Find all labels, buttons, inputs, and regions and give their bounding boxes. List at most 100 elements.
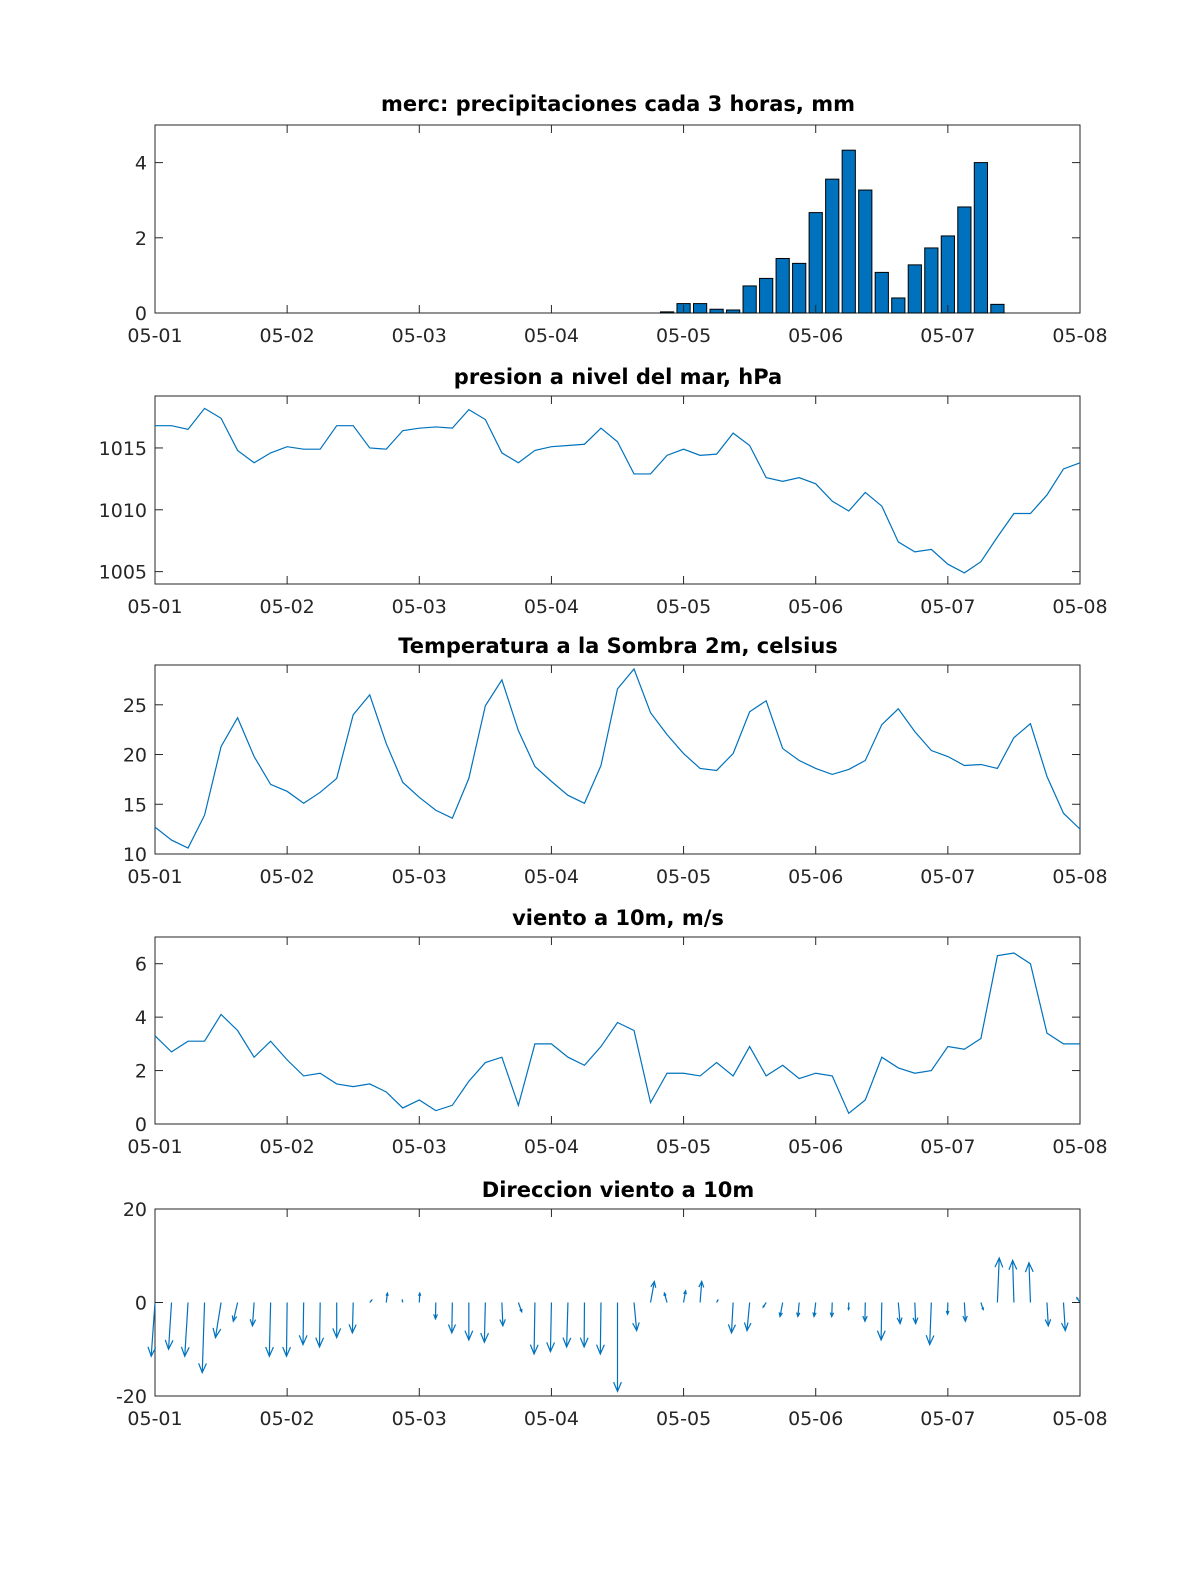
temperature-ticks: 05-01 05-02 05-03 05-04 05-05 05-06 05-07 05-08…: [123, 665, 1108, 888]
precipitation-bar: [858, 189, 873, 314]
temperature-xtick-label: 05-04: [524, 866, 579, 888]
wind-direction-arrow: [180, 1302, 190, 1358]
wind-direction-arrow: [595, 1302, 605, 1356]
wind-direction-arrow: [896, 1302, 903, 1326]
wind-direction-arrow: [517, 1302, 523, 1314]
wind-direction-arrow: [1024, 1261, 1034, 1303]
precipitation-marks: [659, 149, 1005, 314]
wind-direction-arrow: [682, 1289, 687, 1303]
precipitation-bar: [775, 257, 790, 314]
wind-direction-arrow: [480, 1302, 490, 1344]
wind-direction-arrow: [315, 1302, 325, 1349]
precipitation-bar: [825, 178, 840, 314]
pressure-xtick-label: 05-04: [524, 596, 579, 618]
wind-direction-arrow: [529, 1302, 539, 1356]
wind-direction-arrow: [812, 1302, 817, 1319]
precipitation-xtick-label: 05-05: [656, 325, 711, 347]
wind-direction-arrow: [962, 1302, 968, 1323]
wind-speed-xtick-label: 05-05: [656, 1136, 711, 1158]
wind-direction-arrow: [265, 1302, 274, 1358]
pressure-ticks: 05-01 05-02 05-03 05-04 05-05 05-06 05-07 05-08…: [99, 396, 1108, 618]
wind-speed-marks: [154, 952, 1080, 1115]
wind-direction-ticks: 05-01 05-02 05-03 05-04 05-05 05-06 05-07 05-08…: [116, 1199, 1108, 1430]
wind-direction-arrow: [796, 1302, 801, 1319]
precipitation-xtick-label: 05-08: [1052, 325, 1107, 347]
precipitation-bar: [874, 271, 889, 314]
pressure-axes: [154, 395, 1081, 585]
wind-speed-ytick-label: 6: [135, 954, 147, 976]
precipitation-xtick-label: 05-02: [260, 325, 315, 347]
wind-direction-arrow: [164, 1302, 174, 1351]
temperature-line: [154, 667, 1081, 849]
pressure-marks: [155, 407, 1081, 574]
wind-direction-arrow: [418, 1291, 422, 1303]
temperature-xtick-label: 05-08: [1052, 866, 1107, 888]
precipitation-bar: [891, 297, 906, 314]
precipitation-bar: [808, 212, 823, 314]
pressure-ytick-label: 1010: [99, 500, 147, 522]
temperature-axes: [154, 664, 1081, 855]
wind-direction-arrow: [1076, 1296, 1081, 1303]
wind-direction-arrow: [147, 1302, 157, 1358]
wind-speed-xtick-label: 05-06: [788, 1136, 843, 1158]
wind-direction-arrow: [579, 1302, 589, 1349]
precipitation-bar: [742, 285, 757, 314]
wind-direction-arrow: [847, 1302, 850, 1312]
wind-direction-xtick-label: 05-03: [392, 1408, 447, 1430]
precipitation-xtick-label: 05-04: [524, 325, 579, 347]
wind-speed-ytick-label: 2: [135, 1061, 147, 1083]
precipitation-title: merc: precipitaciones cada 3 horas, mm: [381, 92, 855, 116]
wind-direction-arrow: [499, 1302, 506, 1328]
temperature-xtick-label: 05-02: [260, 866, 315, 888]
wind-speed-ticks: 05-01 05-02 05-03 05-04 05-05 05-06 05-07 05-08…: [127, 937, 1108, 1158]
wind-direction-arrow: [876, 1302, 886, 1342]
temperature-ytick-label: 25: [123, 695, 147, 717]
wind-direction-ytick-label: 0: [135, 1293, 147, 1315]
pressure-xtick-label: 05-03: [392, 596, 447, 618]
wind-direction-arrow: [994, 1256, 1004, 1303]
wind-speed-panel: viento a 10m, m/s 05-01 05-02 05-03 05-04 05…: [127, 906, 1107, 1158]
wind-direction-arrow: [829, 1302, 835, 1319]
wind-direction-arrow: [249, 1302, 257, 1328]
wind-direction-title: Direccion viento a 10m: [482, 1178, 754, 1202]
wind-direction-xtick-label: 05-07: [920, 1408, 975, 1430]
precipitation-ytick-label: 2: [135, 228, 147, 250]
temperature-xtick-label: 05-05: [656, 866, 711, 888]
wind-speed-xtick-label: 05-02: [260, 1136, 315, 1158]
temperature-panel: Temperatura a la Sombra 2m, celsius 05-0…: [123, 634, 1108, 888]
wind-direction-arrow: [945, 1302, 950, 1316]
wind-speed-line: [154, 952, 1080, 1115]
wind-direction-arrow: [282, 1302, 292, 1358]
precipitation-bar: [759, 277, 774, 314]
precipitation-xtick-label: 05-03: [392, 325, 447, 347]
wind-speed-ytick-label: 4: [135, 1007, 147, 1029]
wind-direction-arrow: [198, 1302, 207, 1375]
precipitation-xtick-label: 05-01: [127, 325, 182, 347]
wind-direction-arrow: [762, 1302, 767, 1309]
temperature-xtick-label: 05-07: [920, 866, 975, 888]
wind-direction-arrow: [562, 1302, 572, 1349]
wind-direction-xtick-label: 05-05: [656, 1408, 711, 1430]
temperature-xtick-label: 05-03: [392, 866, 447, 888]
precipitation-panel: merc: precipitaciones cada 3 horas, mm 0…: [127, 92, 1107, 347]
wind-direction-arrow: [369, 1298, 373, 1303]
wind-direction-arrow: [698, 1279, 705, 1303]
pressure-title: presion a nivel del mar, hPa: [454, 365, 782, 389]
wind-direction-arrow: [298, 1302, 308, 1347]
wind-speed-ytick-label: 0: [135, 1114, 147, 1136]
precipitation-bar: [726, 309, 741, 314]
wind-direction-arrow: [649, 1279, 657, 1303]
wind-direction-marks: [147, 1256, 1081, 1393]
pressure-ytick-label: 1005: [99, 562, 147, 584]
precipitation-bar: [659, 311, 675, 314]
precipitation-bar: [907, 264, 922, 314]
wind-direction-panel: Direccion viento a 10m 05-01 05-02 05-03 05…: [116, 1178, 1108, 1430]
wind-direction-arrow: [231, 1302, 239, 1323]
wind-direction-arrow: [464, 1302, 474, 1342]
precipitation-bar: [709, 308, 724, 314]
wind-direction-xtick-label: 05-04: [524, 1408, 579, 1430]
pressure-panel: presion a nivel del mar, hPa 05-01 05-02 0…: [99, 365, 1108, 618]
wind-direction-arrow: [212, 1302, 222, 1340]
temperature-xtick-label: 05-06: [788, 866, 843, 888]
